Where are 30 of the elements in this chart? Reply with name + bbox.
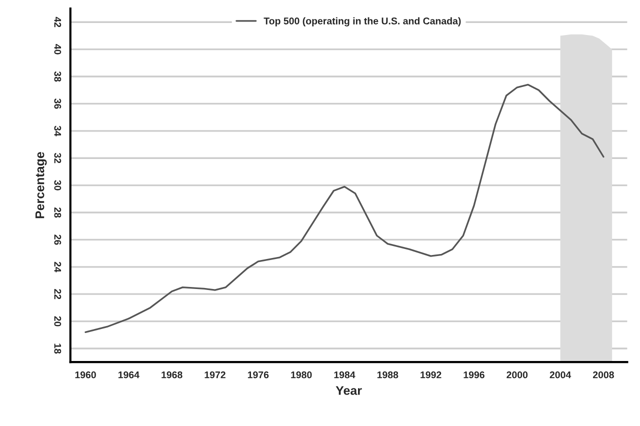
y-tick-label: 38 <box>54 71 62 82</box>
y-tick-label: 22 <box>54 289 62 300</box>
x-tick-label: 1972 <box>204 371 226 378</box>
x-tick-label: 1968 <box>162 371 182 378</box>
x-tick-label: 1996 <box>464 371 484 378</box>
y-tick-label: 28 <box>54 207 62 218</box>
y-tick-label: 40 <box>54 44 62 54</box>
x-tick-label: 2004 <box>550 371 572 378</box>
x-tick-label: 1964 <box>118 371 140 378</box>
x-tick-label: 1988 <box>377 371 398 378</box>
x-tick-label: 1992 <box>420 371 442 378</box>
y-tick-label: 20 <box>54 316 62 326</box>
y-tick-label: 42 <box>54 16 62 28</box>
x-tick-label: 2000 <box>506 371 528 378</box>
y-tick-label: 30 <box>54 180 62 190</box>
y-tick-label: 36 <box>54 98 62 109</box>
y-tick-label: 18 <box>54 344 62 354</box>
y-tick-label: 24 <box>54 262 62 272</box>
x-tick-label: 1960 <box>75 371 96 378</box>
y-tick-label: 26 <box>54 234 62 245</box>
x-tick-label: 2008 <box>592 371 614 378</box>
x-tick-label: 1980 <box>291 371 312 378</box>
x-tick-label: 1984 <box>334 371 356 378</box>
y-axis-title: Percentage <box>36 152 47 218</box>
legend-label: Top 500 (operating in the U.S. and Canada) <box>264 17 461 26</box>
x-axis-title: Year <box>336 386 362 395</box>
line-series <box>84 84 604 334</box>
y-tick-label: 32 <box>54 152 62 164</box>
y-tick-label: 34 <box>54 126 62 136</box>
x-tick-label: 1976 <box>248 371 269 378</box>
